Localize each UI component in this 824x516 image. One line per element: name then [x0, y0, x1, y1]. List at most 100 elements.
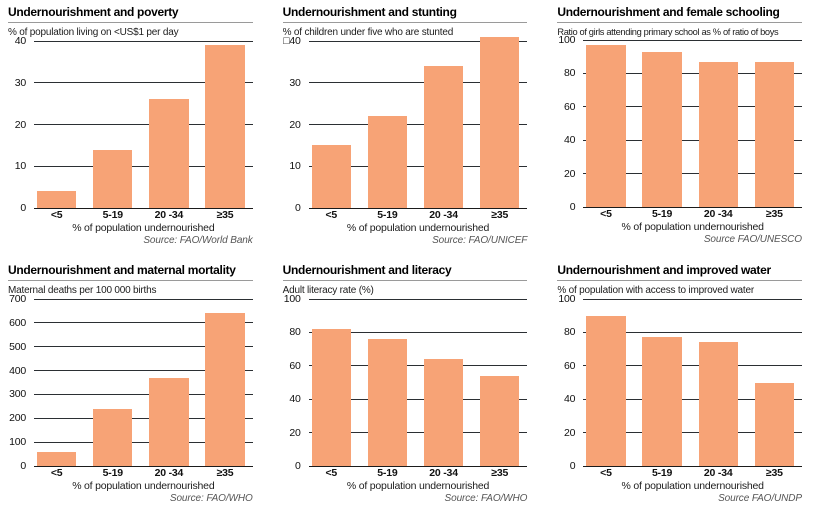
gridline: [583, 365, 802, 367]
x-tick-label: <5: [50, 209, 63, 221]
x-axis-label: % of population undernourished: [72, 222, 215, 234]
bar: [480, 375, 520, 466]
y-axis-scale: 700 600 500 400 300 200 100 0: [8, 293, 30, 472]
chart-subtitle: % of children under five who are stunted: [282, 27, 454, 38]
x-axis-label: % of population undernourished: [346, 480, 490, 492]
y-tick-label: 80: [564, 326, 576, 339]
x-tick-label: 20 -34: [154, 209, 184, 221]
x-axis-line: [583, 465, 802, 467]
y-tick-label: 0: [569, 460, 576, 472]
source-note: Source: FAO/WHO: [444, 493, 528, 504]
x-axis-label: % of population undernourished: [621, 480, 764, 492]
gridline: [583, 72, 802, 74]
x-axis-line: [583, 206, 802, 208]
y-tick-label: 20: [564, 167, 576, 180]
x-axis-categories: <5 5-19 20 -34 ≥35: [309, 466, 528, 479]
y-tick-label: 10: [289, 160, 301, 173]
bar: [423, 66, 464, 208]
x-tick-label: 20 -34: [154, 467, 184, 479]
gridline: [308, 398, 528, 400]
bar: [205, 45, 245, 208]
bar: [698, 61, 738, 207]
y-axis-scale: 100 80 60 40 20 0: [557, 293, 579, 472]
y-tick-label: 300: [9, 388, 26, 401]
y-tick-label: 40: [289, 393, 301, 406]
plot-area: [308, 36, 528, 209]
y-tick-label: 0: [20, 202, 26, 214]
x-tick-label: 20 -34: [429, 209, 458, 221]
chart-title: Undernourishment and stunting: [282, 5, 528, 23]
bar: [205, 313, 245, 466]
bar: [311, 329, 351, 466]
gridline: [34, 370, 253, 372]
y-tick-label: 60: [564, 100, 576, 113]
bar: [149, 99, 189, 208]
gridline: [34, 346, 253, 348]
y-axis-scale: 100 80 60 40 20 0: [557, 34, 579, 213]
x-axis-categories: <5 5-19 20 -34 ≥35: [583, 207, 802, 220]
x-tick-label: ≥35: [765, 208, 783, 220]
plot-wrapper: 700 600 500 400 300 200 100 0: [8, 293, 253, 472]
x-tick-label: <5: [325, 467, 338, 479]
bar: [586, 45, 626, 207]
x-tick-label: 5-19: [102, 209, 123, 221]
gridline: [583, 432, 802, 434]
chart-title: Undernourishment and literacy: [282, 263, 528, 281]
y-tick-label: 30: [14, 76, 26, 89]
y-tick-label: 500: [9, 340, 26, 353]
x-axis-line: [308, 207, 528, 209]
gridline: [34, 322, 253, 324]
y-tick-label: □40: [283, 35, 301, 47]
y-tick-label: 60: [564, 359, 576, 372]
plot-wrapper: 100 80 60 40 20 0: [557, 34, 802, 213]
plot-area: [308, 298, 528, 467]
x-axis-categories: <5 5-19 20 -34 ≥35: [583, 466, 802, 479]
gridline: [583, 139, 802, 141]
x-tick-label: 5-19: [102, 467, 123, 479]
plot-wrapper: 40 30 20 10 0: [8, 35, 253, 214]
x-tick-label: 5-19: [377, 209, 398, 221]
y-tick-label: 40: [14, 35, 26, 47]
gridline: [34, 40, 253, 42]
x-tick-label: <5: [600, 467, 612, 479]
chart-panel: Undernourishment and improved water % of…: [549, 258, 824, 516]
bar: [367, 116, 408, 208]
y-tick-label: 100: [9, 436, 26, 449]
gridline: [583, 106, 802, 108]
gridline: [308, 331, 528, 333]
bar: [698, 342, 738, 466]
x-axis-categories: <5 5-19 20 -34 ≥35: [34, 466, 253, 479]
x-axis-categories: <5 5-19 20 -34 ≥35: [34, 208, 253, 221]
source-note: Source: FAO/World Bank: [143, 235, 253, 246]
gridline: [308, 124, 528, 125]
gridline: [34, 417, 253, 419]
bar: [586, 315, 626, 466]
plot-area: [34, 40, 253, 209]
bar: [36, 191, 77, 208]
y-tick-label: 100: [283, 293, 301, 305]
bar: [642, 51, 682, 207]
chart-panel: Undernourishment and female schooling Ra…: [549, 0, 824, 258]
bar: [367, 339, 408, 466]
bar: [423, 359, 464, 466]
gridline: [308, 165, 528, 167]
y-tick-label: 200: [9, 412, 26, 425]
bar: [149, 377, 189, 466]
plot-wrapper: □40 30 20 10 0: [283, 35, 528, 214]
y-axis-scale: □40 30 20 10 0: [283, 35, 305, 214]
x-axis-line: [308, 465, 528, 467]
x-tick-label: ≥35: [216, 467, 234, 479]
chart-subtitle: % of population with access to improved …: [557, 285, 754, 296]
gridline: [583, 298, 802, 300]
y-tick-label: 100: [558, 293, 576, 305]
x-tick-label: <5: [600, 208, 612, 220]
bar: [93, 408, 133, 466]
gridline: [308, 365, 528, 367]
chart-title: Undernourishment and poverty: [8, 5, 253, 23]
gridline: [308, 298, 528, 300]
gridline: [583, 398, 802, 400]
chart-panel: Undernourishment and literacy Adult lite…: [275, 258, 550, 516]
gridline: [583, 331, 802, 333]
y-tick-label: 700: [9, 293, 26, 305]
y-tick-label: 20: [14, 118, 26, 131]
